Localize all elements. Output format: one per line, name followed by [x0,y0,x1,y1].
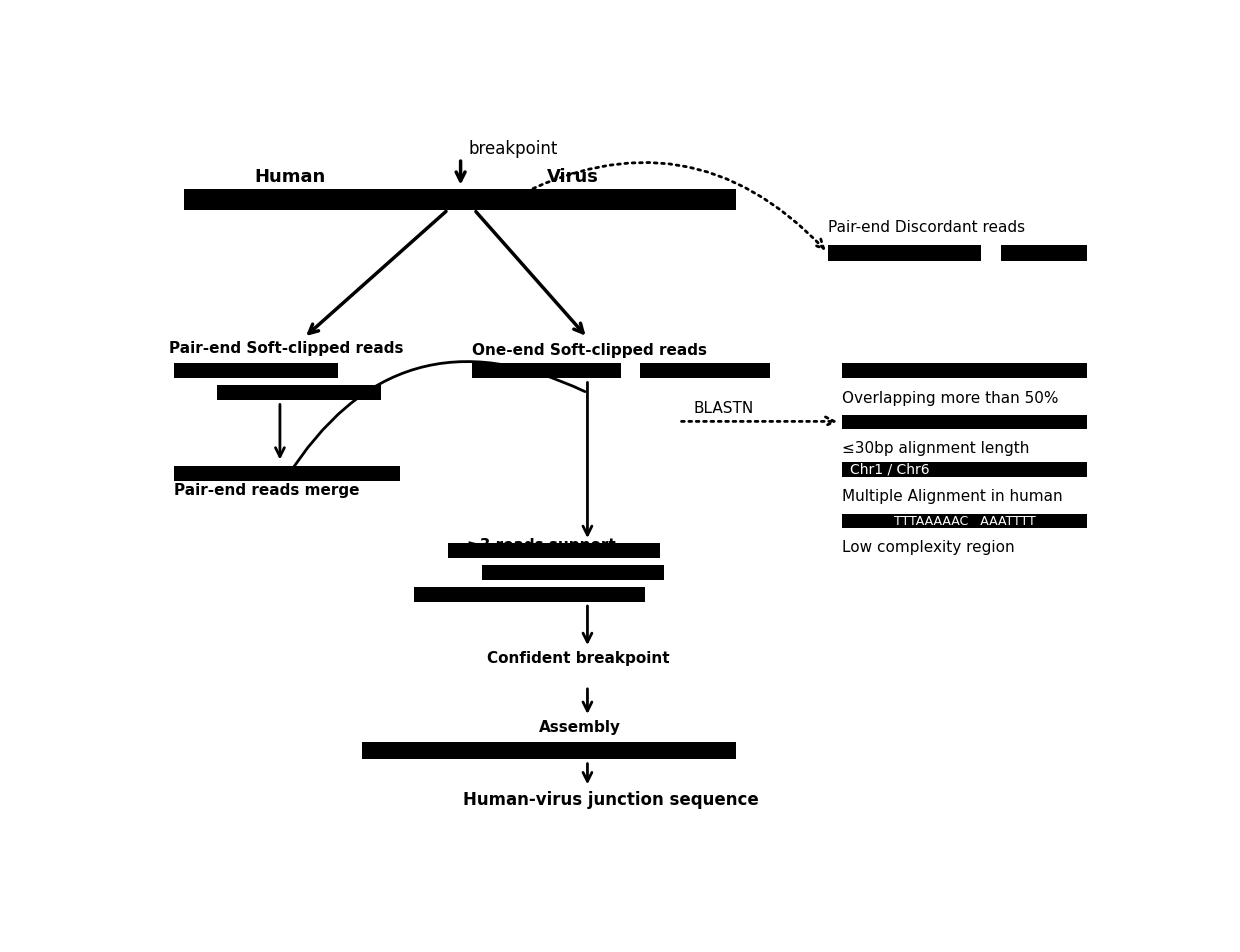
FancyBboxPatch shape [842,514,1087,528]
FancyBboxPatch shape [1001,245,1087,261]
Text: TTTAAAAAC   AAATTTT: TTTAAAAAC AAATTTT [894,515,1035,527]
Text: Pair-end reads merge: Pair-end reads merge [174,483,360,498]
FancyBboxPatch shape [362,743,737,760]
Text: One-end Soft-clipped reads: One-end Soft-clipped reads [472,343,707,358]
FancyBboxPatch shape [640,364,770,378]
FancyBboxPatch shape [842,415,1087,429]
Text: Human: Human [254,168,325,186]
Text: Overlapping more than 50%: Overlapping more than 50% [842,391,1059,407]
Text: Pair-end Discordant reads: Pair-end Discordant reads [828,220,1024,235]
Text: Pair-end Soft-clipped reads: Pair-end Soft-clipped reads [170,342,404,356]
Text: Chr1 / Chr6: Chr1 / Chr6 [849,463,930,477]
FancyBboxPatch shape [174,466,401,481]
FancyBboxPatch shape [184,189,737,209]
Text: Assembly: Assembly [539,721,621,735]
Text: Human-virus junction sequence: Human-virus junction sequence [463,790,759,808]
FancyBboxPatch shape [842,463,1087,477]
Text: Virus: Virus [547,168,599,186]
Text: Multiple Alignment in human: Multiple Alignment in human [842,488,1063,504]
Text: ≥3 reads support: ≥3 reads support [467,538,616,553]
FancyBboxPatch shape [481,565,665,580]
FancyBboxPatch shape [472,364,621,378]
Text: breakpoint: breakpoint [469,141,558,158]
Text: Confident breakpoint: Confident breakpoint [486,650,670,665]
FancyBboxPatch shape [842,364,1087,378]
FancyBboxPatch shape [448,543,660,558]
Text: Low complexity region: Low complexity region [842,540,1014,555]
FancyBboxPatch shape [828,245,982,261]
FancyBboxPatch shape [217,386,381,400]
Text: BLASTN: BLASTN [693,401,754,416]
Text: ≤30bp alignment length: ≤30bp alignment length [842,441,1029,456]
FancyBboxPatch shape [174,364,337,378]
FancyBboxPatch shape [414,587,645,602]
